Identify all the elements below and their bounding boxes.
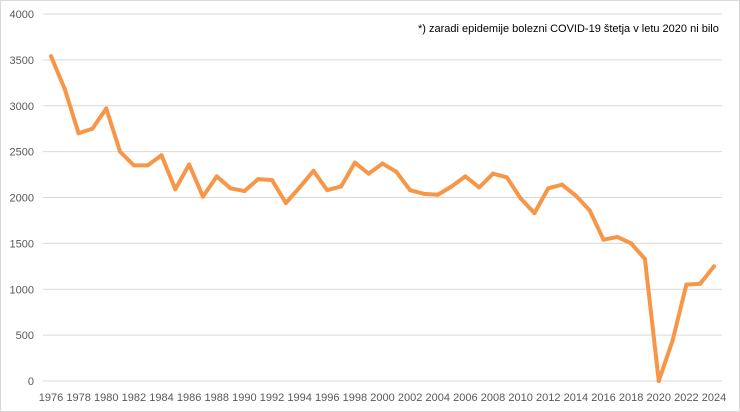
data-point-1995	[311, 168, 316, 173]
data-point-1987	[200, 194, 205, 199]
y-tick-label: 3500	[10, 55, 34, 67]
x-tick-label: 2014	[564, 392, 588, 404]
x-tick-label: 2000	[370, 392, 394, 404]
x-tick-label: 1984	[149, 392, 173, 404]
data-point-2003	[421, 191, 426, 196]
series-line-count	[49, 54, 716, 383]
data-point-1986	[187, 162, 192, 167]
data-point-2005	[449, 184, 454, 189]
y-tick-label: 3000	[10, 101, 34, 113]
gridlines	[43, 13, 722, 382]
x-tick-label: 1990	[232, 392, 256, 404]
data-point-2022	[684, 282, 689, 287]
data-point-2013	[560, 182, 565, 187]
data-point-2004	[435, 192, 440, 197]
data-point-2021	[670, 338, 675, 343]
x-tick-label: 2008	[481, 392, 505, 404]
data-point-2008	[491, 171, 495, 176]
data-point-1993	[283, 201, 288, 206]
y-tick-label: 4000	[10, 9, 34, 21]
data-point-1996	[325, 188, 330, 193]
x-tick-label: 1980	[94, 392, 118, 404]
data-point-2019	[642, 256, 647, 261]
x-tick-label: 1988	[205, 392, 229, 404]
data-point-1977	[62, 87, 67, 92]
data-point-1976	[49, 54, 53, 59]
x-tick-label: 1994	[287, 392, 311, 404]
data-point-2014	[573, 193, 578, 198]
data-point-1981	[118, 149, 123, 154]
data-point-2015	[587, 208, 592, 213]
data-point-1998	[352, 160, 357, 165]
data-point-1989	[228, 186, 233, 191]
data-point-2024	[712, 264, 716, 269]
data-point-2020	[656, 379, 661, 383]
data-point-1979	[90, 126, 95, 131]
x-tick-label: 2018	[619, 392, 643, 404]
x-tick-label: 1986	[177, 392, 201, 404]
data-point-1984	[159, 153, 164, 158]
data-point-2016	[601, 237, 606, 242]
data-point-1990	[242, 189, 247, 194]
x-tick-label: 2004	[426, 392, 450, 404]
x-tick-label: 2012	[536, 392, 560, 404]
data-point-2007	[477, 185, 482, 190]
x-tick-label: 2002	[398, 392, 422, 404]
series-group	[49, 54, 716, 383]
y-tick-label: 2500	[10, 147, 34, 159]
data-point-2010	[518, 196, 523, 201]
y-tick-label: 1000	[10, 284, 34, 296]
data-point-1980	[104, 106, 109, 111]
data-point-2017	[615, 234, 620, 239]
data-point-1985	[173, 187, 178, 192]
data-point-1994	[297, 185, 302, 190]
data-point-1999	[366, 171, 371, 176]
data-point-2001	[394, 169, 399, 174]
x-tick-label: 2010	[508, 392, 532, 404]
data-point-1983	[145, 163, 150, 168]
data-point-1982	[131, 163, 136, 168]
x-tick-label: 2022	[674, 392, 698, 404]
data-point-2006	[463, 174, 468, 179]
y-tick-label: 500	[16, 330, 34, 342]
y-tick-label: 0	[28, 376, 34, 388]
x-tick-label: 1992	[260, 392, 284, 404]
data-point-2002	[408, 188, 413, 193]
x-tick-label: 2024	[702, 392, 726, 404]
data-point-2000	[380, 161, 385, 166]
data-point-1991	[256, 177, 261, 182]
x-tick-label: 1978	[66, 392, 90, 404]
x-tick-label: 1976	[39, 392, 63, 404]
x-tick-label: 2006	[453, 392, 477, 404]
data-point-1988	[214, 174, 219, 179]
y-tick-label: 2000	[10, 193, 34, 205]
y-tick-label: 1500	[10, 238, 34, 250]
data-point-2009	[504, 175, 509, 180]
y-axis-ticks: 0 500 1000 1500 2000 2500 3000 3500 4000	[10, 9, 34, 388]
x-tick-label: 1996	[315, 392, 339, 404]
data-point-1978	[76, 131, 81, 136]
x-tick-label: 1998	[343, 392, 367, 404]
data-point-2018	[629, 241, 634, 246]
data-point-2011	[532, 211, 537, 216]
x-axis-ticks: 1976 1978 1980 1982 1984 1986 1988 1990 1992 1994…	[39, 392, 726, 404]
x-tick-label: 2020	[647, 392, 671, 404]
annotation-note: *) zaradi epidemije bolezni COVID-19 šte…	[418, 23, 719, 35]
data-point-2012	[546, 186, 551, 191]
data-point-2023	[698, 281, 703, 286]
x-tick-label: 1982	[122, 392, 146, 404]
data-point-1992	[270, 178, 274, 183]
x-tick-label: 2016	[591, 392, 615, 404]
data-point-1997	[339, 184, 344, 189]
